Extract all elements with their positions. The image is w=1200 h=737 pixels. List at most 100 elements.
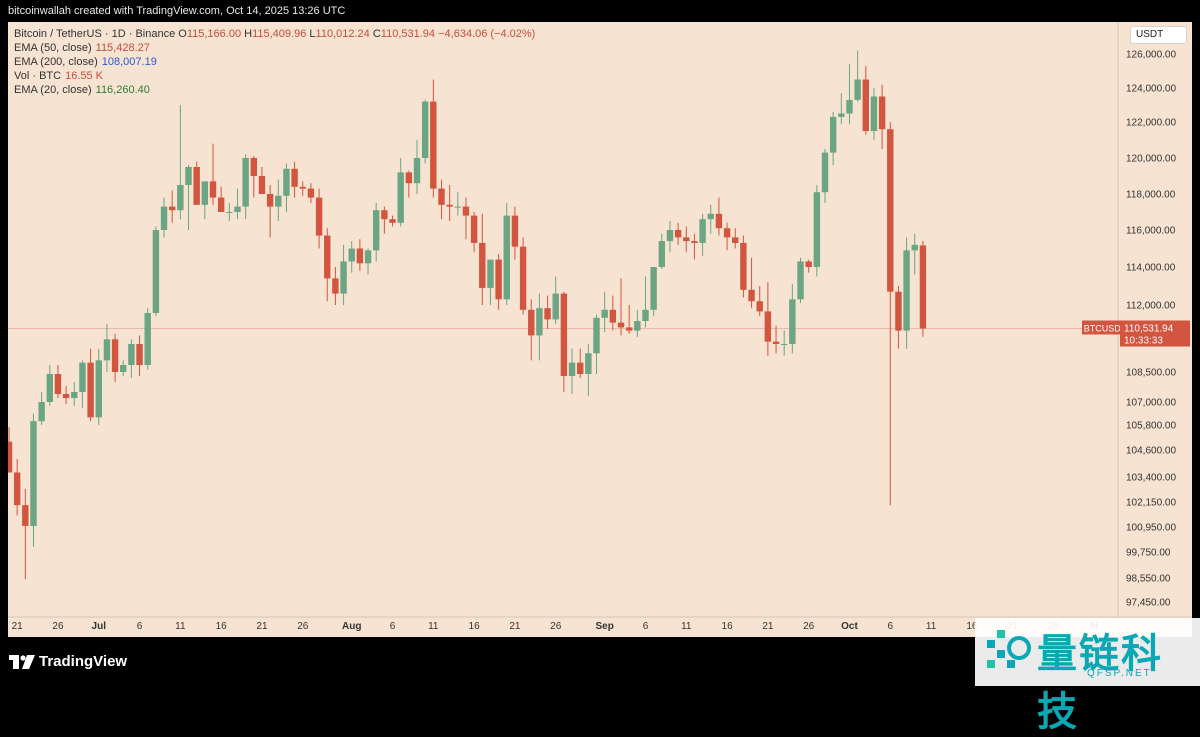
candle-body[interactable] — [838, 113, 845, 117]
candle-body[interactable] — [299, 186, 306, 189]
candle-body[interactable] — [674, 230, 682, 238]
candle-body[interactable] — [715, 213, 723, 229]
candle-body[interactable] — [634, 321, 641, 331]
candle-body[interactable] — [22, 505, 29, 526]
candle-body[interactable] — [805, 261, 812, 267]
candle-body[interactable] — [54, 374, 62, 394]
candle-body[interactable] — [177, 185, 184, 211]
candle-body[interactable] — [511, 215, 519, 247]
candle-body[interactable] — [723, 228, 731, 238]
candle-body[interactable] — [878, 96, 886, 130]
candle-body[interactable] — [291, 168, 298, 187]
candle-body[interactable] — [103, 339, 111, 361]
candle-body[interactable] — [185, 167, 192, 185]
candle-body[interactable] — [13, 472, 21, 506]
candle-body[interactable] — [405, 172, 413, 184]
candle-body[interactable] — [315, 197, 323, 236]
candle-body[interactable] — [234, 206, 241, 212]
candle-body[interactable] — [536, 308, 543, 336]
candle-body[interactable] — [789, 299, 796, 344]
candle-body[interactable] — [340, 261, 347, 294]
candle-body[interactable] — [152, 230, 160, 313]
candle-body[interactable] — [193, 167, 200, 205]
candle-body[interactable] — [707, 213, 714, 220]
candle-body[interactable] — [324, 235, 331, 279]
candle-body[interactable] — [160, 206, 168, 230]
candle-body[interactable] — [528, 309, 535, 336]
candle-body[interactable] — [266, 194, 274, 207]
currency-button[interactable]: USDT — [1130, 26, 1187, 44]
candle-body[interactable] — [666, 230, 674, 242]
candle-body[interactable] — [430, 101, 437, 189]
candle-body[interactable] — [438, 188, 445, 205]
chart-area[interactable]: 97,450.00 98,550.00 99,750.00 100,950.00 102… — [8, 22, 1192, 637]
candle-body[interactable] — [829, 116, 837, 153]
candle-body[interactable] — [813, 192, 821, 267]
candle-body[interactable] — [38, 402, 45, 422]
candle-body[interactable] — [625, 327, 633, 331]
candle-body[interactable] — [62, 394, 70, 398]
candle-body[interactable] — [552, 293, 559, 320]
candle-body[interactable] — [71, 392, 78, 398]
candle-body[interactable] — [650, 267, 657, 310]
candle-body[interactable] — [128, 344, 135, 365]
candle-body[interactable] — [479, 242, 486, 288]
candle-body[interactable] — [895, 291, 902, 331]
candle-body[interactable] — [911, 244, 918, 251]
candle-body[interactable] — [201, 181, 209, 205]
candle-body[interactable] — [854, 79, 861, 100]
candle-body[interactable] — [617, 322, 625, 328]
candle-body[interactable] — [740, 242, 747, 290]
candle-body[interactable] — [226, 212, 233, 213]
candle-body[interactable] — [217, 197, 225, 212]
candle-body[interactable] — [470, 215, 478, 243]
candle-body[interactable] — [691, 241, 698, 243]
candle-body[interactable] — [846, 99, 853, 114]
candle-body[interactable] — [258, 176, 266, 194]
candle-body[interactable] — [870, 96, 878, 132]
candle-body[interactable] — [658, 241, 665, 267]
candle-body[interactable] — [242, 158, 249, 207]
candle-body[interactable] — [381, 210, 388, 220]
candle-body[interactable] — [413, 158, 421, 184]
candle-body[interactable] — [136, 344, 143, 365]
candle-body[interactable] — [764, 311, 772, 342]
candle-body[interactable] — [821, 152, 829, 193]
candle-body[interactable] — [209, 181, 217, 198]
candle-body[interactable] — [446, 204, 453, 207]
candle-body[interactable] — [356, 248, 364, 264]
candle-body[interactable] — [568, 362, 576, 376]
candle-body[interactable] — [307, 188, 315, 198]
candle-body[interactable] — [503, 215, 510, 300]
candle-body[interactable] — [95, 360, 102, 418]
candle-body[interactable] — [462, 206, 470, 216]
candle-body[interactable] — [30, 421, 37, 526]
candle-body[interactable] — [903, 250, 910, 331]
candle-body[interactable] — [519, 246, 527, 310]
candle-body[interactable] — [389, 219, 396, 223]
candle-body[interactable] — [46, 374, 53, 402]
candle-body[interactable] — [781, 344, 788, 345]
candle-body[interactable] — [169, 206, 176, 211]
candle-body[interactable] — [593, 317, 600, 354]
candle-body[interactable] — [120, 365, 127, 372]
candle-body[interactable] — [797, 261, 804, 300]
candle-body[interactable] — [577, 362, 584, 374]
candle-body[interactable] — [699, 219, 706, 243]
candle-body[interactable] — [887, 129, 894, 292]
candle-body[interactable] — [8, 441, 13, 473]
candle-body[interactable] — [756, 301, 763, 312]
candle-body[interactable] — [560, 293, 568, 376]
candle-body[interactable] — [683, 237, 690, 242]
candle-body[interactable] — [862, 79, 869, 132]
candle-body[interactable] — [397, 172, 404, 223]
candle-body[interactable] — [732, 237, 739, 243]
candle-body[interactable] — [421, 101, 429, 158]
candle-body[interactable] — [275, 195, 282, 207]
candle-body[interactable] — [79, 362, 86, 392]
candle-body[interactable] — [373, 210, 380, 251]
candle-body[interactable] — [609, 309, 617, 323]
candle-body[interactable] — [772, 341, 780, 344]
candle-body[interactable] — [487, 259, 494, 288]
candle-body[interactable] — [454, 206, 461, 208]
